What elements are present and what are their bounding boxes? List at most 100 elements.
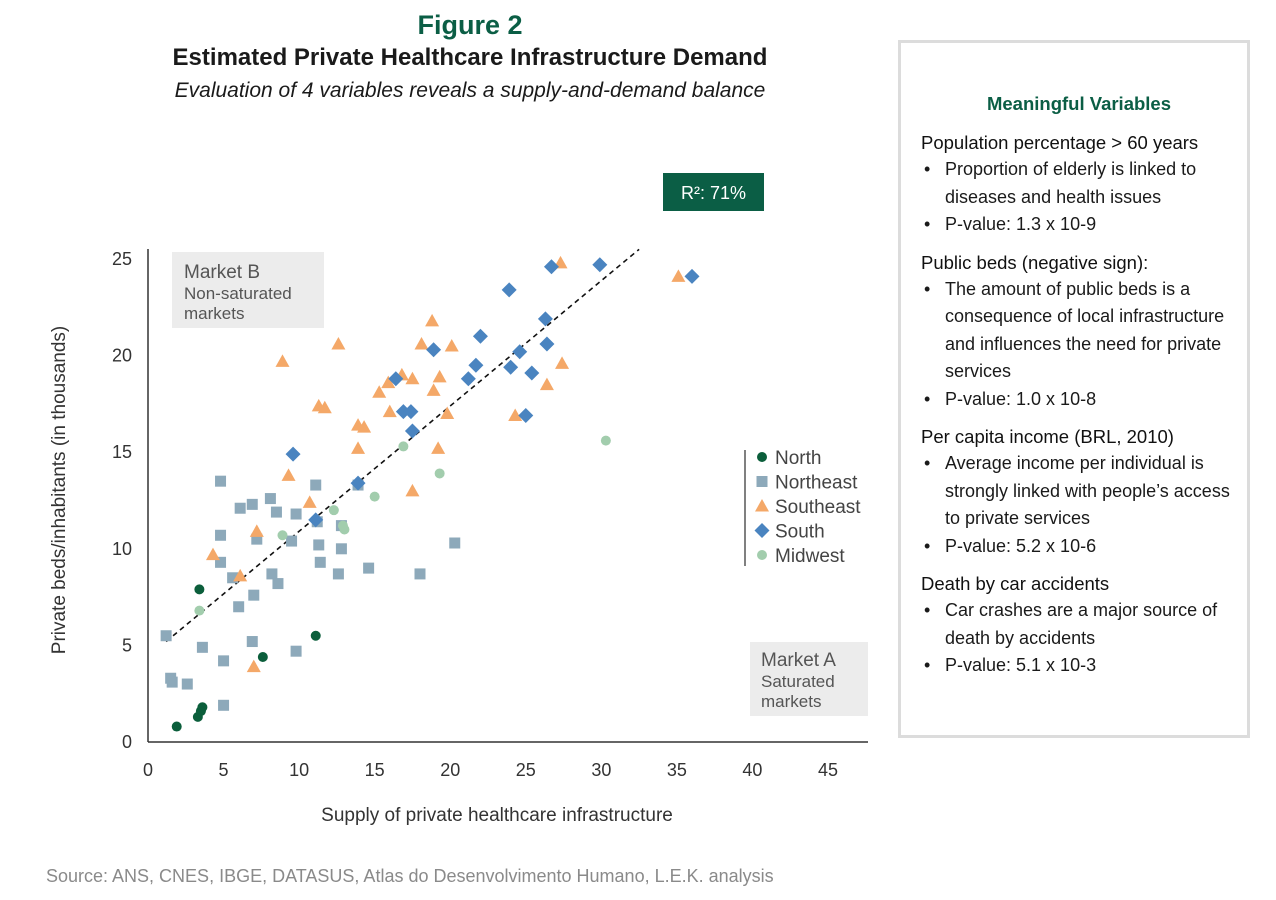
northeast-point	[449, 537, 461, 549]
variable-block-car-accidents: Death by car accidents • Car crashes are …	[921, 570, 1237, 680]
legend-southeast-marker	[755, 499, 769, 512]
variable-heading: Public beds (negative sign):	[921, 251, 1149, 273]
bullet-text: Average income per individual is strongl…	[945, 453, 1230, 528]
south-point	[537, 311, 553, 327]
north-point	[171, 721, 182, 732]
south-point	[518, 407, 534, 423]
south-point	[501, 282, 517, 298]
southeast-point	[246, 659, 261, 673]
northeast-point	[290, 508, 302, 520]
midwest-point	[194, 605, 205, 616]
northeast-point	[251, 533, 263, 545]
southeast-point	[671, 269, 686, 282]
south-point	[503, 359, 519, 375]
southeast-point	[440, 406, 455, 420]
bullet-item: • P-value: 5.2 x 10-6	[921, 533, 1237, 561]
southeast-point	[444, 338, 459, 352]
chart-axes: 0 5 10 15 20 25 30 35 40 45 0 5 10 15 20 25 Supply of pr…	[49, 249, 868, 826]
northeast-point	[332, 568, 344, 580]
market-a-label: Saturated	[761, 672, 835, 691]
southeast-point	[539, 377, 554, 391]
south-point	[543, 259, 559, 275]
northeast-point	[246, 498, 258, 510]
south-point	[524, 365, 540, 381]
x-tick-label: 5	[219, 760, 229, 780]
p-value-text: P-value: 1.3 x 10-9	[945, 214, 1097, 234]
chart-legend: North Northeast Southeast South Midwest	[744, 448, 861, 567]
northeast-point	[181, 678, 193, 690]
r2-badge: R²: 71%	[663, 173, 764, 211]
northeast-point	[160, 630, 172, 642]
y-tick-label: 15	[112, 442, 132, 462]
south-point	[285, 446, 301, 462]
south-point	[403, 404, 419, 420]
northeast-point	[335, 543, 347, 555]
x-tick-label: 45	[818, 760, 838, 780]
x-tick-label: 35	[667, 760, 687, 780]
south-point	[395, 404, 411, 420]
bullet-text: Proportion of elderly is linked to disea…	[945, 159, 1197, 207]
market-b-title: Market B	[184, 262, 260, 283]
southeast-point	[382, 404, 397, 418]
south-point	[460, 371, 476, 387]
southeast-point	[426, 383, 441, 396]
y-tick-label: 10	[112, 539, 132, 559]
y-axis-label: Private beds/inhabitants (in thousands)	[49, 326, 70, 654]
bullet-item: • The amount of public beds is a conseque…	[921, 276, 1237, 386]
northeast-point	[218, 699, 230, 711]
market-b-box	[172, 252, 324, 328]
north-point	[310, 630, 321, 641]
south-point	[388, 371, 404, 387]
y-tick-label: 0	[122, 732, 132, 752]
south-point	[404, 423, 420, 439]
south-point	[472, 328, 488, 344]
south-point	[592, 257, 608, 273]
south-point	[350, 475, 366, 491]
bullet-icon: •	[924, 278, 931, 299]
variables-panel: Meaningful Variables Population percenta…	[898, 40, 1250, 738]
northeast-point	[266, 568, 278, 580]
midwest-point	[434, 468, 445, 479]
northeast-point	[264, 493, 276, 505]
northeast-point	[196, 641, 208, 653]
south-point	[308, 512, 324, 528]
bullet-icon: •	[924, 535, 931, 556]
legend-north-label: North	[775, 448, 821, 469]
bullet-icon: •	[924, 214, 931, 234]
variable-heading: Death by car accidents	[921, 573, 1110, 594]
northeast-point	[215, 529, 227, 541]
south-point	[468, 357, 484, 373]
x-axis-label: Supply of private healthcare infrastruct…	[321, 805, 673, 826]
chart-subtitle: Evaluation of 4 variables reveals a supp…	[174, 79, 766, 102]
southeast-point	[431, 441, 446, 454]
legend-midwest-label: Midwest	[775, 546, 845, 567]
southeast-point	[414, 337, 429, 350]
northeast-point	[233, 601, 245, 613]
northeast-point	[314, 556, 326, 568]
southeast-point	[425, 313, 440, 327]
northeast-point	[248, 589, 260, 601]
market-a-title: Market A	[761, 650, 836, 671]
panel-title: Meaningful Variables	[986, 93, 1172, 114]
r2-box	[663, 173, 764, 211]
bullet-icon: •	[924, 453, 931, 473]
southeast-point	[381, 375, 396, 389]
northeast-point	[215, 475, 227, 487]
x-tick-label: 30	[591, 760, 611, 780]
source-note: Source: ANS, CNES, IBGE, DATASUS, Atlas …	[46, 866, 774, 886]
north-point	[194, 584, 205, 595]
x-tick-label: 15	[365, 760, 385, 780]
p-value-text: P-value: 1.0 x 10-8	[945, 388, 1097, 409]
bullet-item: • Car crashes are a major source of death…	[921, 597, 1237, 652]
southeast-point	[357, 420, 372, 433]
figure-label: Figure 2	[417, 10, 523, 40]
southeast-point	[432, 369, 447, 383]
northeast-point	[227, 572, 239, 584]
southeast-point	[508, 408, 523, 421]
data-points	[160, 255, 700, 732]
southeast-point	[275, 354, 290, 367]
southeast-point	[249, 524, 264, 537]
northeast-point	[234, 502, 246, 514]
southeast-point	[555, 356, 570, 369]
